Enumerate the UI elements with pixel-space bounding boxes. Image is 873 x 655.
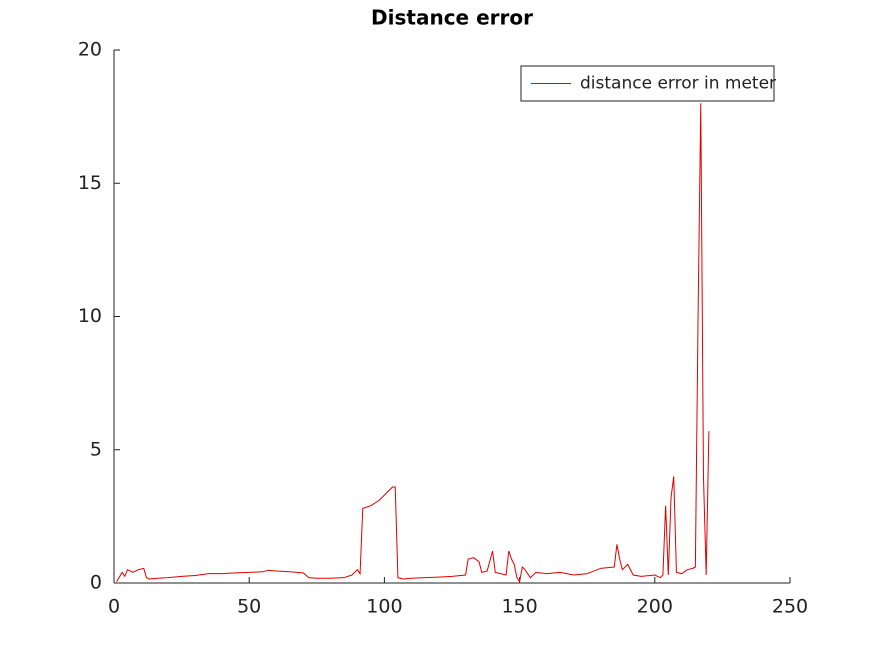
x-tick-label: 250: [772, 596, 808, 618]
data-line: [116, 103, 710, 583]
x-tick-label: 100: [366, 596, 402, 618]
x-tick-label: 200: [637, 596, 673, 618]
x-tick-label: 50: [237, 596, 261, 618]
chart-title: Distance error: [371, 6, 533, 30]
x-tick-label: 150: [501, 596, 537, 618]
y-tick-label: 10: [78, 305, 102, 327]
legend-label: distance error in meter: [580, 74, 776, 94]
y-tick-label: 15: [78, 172, 102, 194]
y-tick-label: 5: [90, 438, 102, 460]
y-tick-label: 20: [78, 39, 102, 61]
x-tick-label: 0: [108, 596, 120, 618]
y-tick-label: 0: [90, 572, 102, 594]
